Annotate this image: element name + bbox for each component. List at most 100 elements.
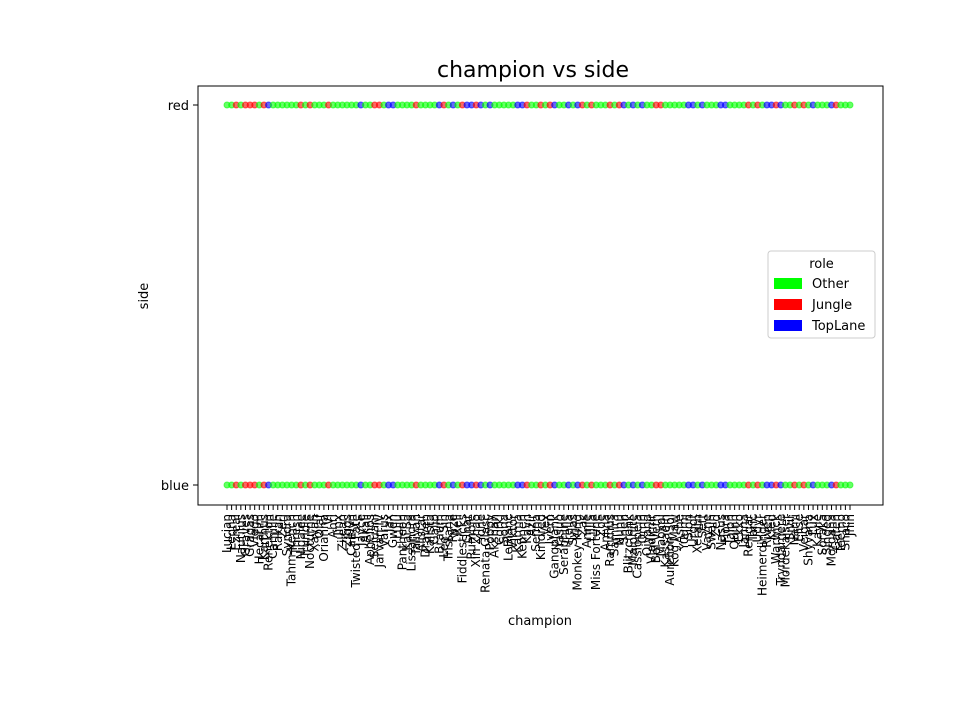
x-tick-label: Vi bbox=[322, 514, 336, 525]
legend-swatch bbox=[774, 278, 802, 289]
x-tick-label: Renekton bbox=[262, 514, 276, 571]
x-tick-label: Senna bbox=[529, 514, 543, 552]
x-tick-label: Maokai bbox=[654, 514, 668, 556]
x-tick-label: Riven bbox=[760, 514, 774, 548]
x-tick-label: Zeri bbox=[275, 514, 289, 538]
x-tick-label: Elise bbox=[792, 514, 806, 542]
x-tick-label: Swain bbox=[705, 514, 719, 550]
x-tick-label: Ekko bbox=[732, 514, 746, 542]
x-tick-label: Warwick bbox=[769, 514, 783, 564]
x-tick-label: Vayne bbox=[700, 514, 714, 551]
x-tick-label: Zed bbox=[709, 514, 723, 537]
x-tick-label: Fiora bbox=[718, 514, 732, 543]
x-tick-label: Tryndamere bbox=[774, 514, 788, 586]
x-tick-label: Ivern bbox=[543, 514, 557, 544]
x-tick-label: Gnar bbox=[460, 514, 474, 543]
x-tick-label: Miss Fortune bbox=[589, 514, 603, 590]
y-tick-label: blue bbox=[161, 479, 189, 494]
y-axis-label: side bbox=[137, 283, 152, 310]
x-tick-label: Graves bbox=[238, 514, 252, 556]
x-tick-label: Akali bbox=[358, 514, 372, 543]
x-tick-label: Zac bbox=[575, 514, 589, 536]
x-tick-label: Poppy bbox=[483, 514, 497, 551]
x-tick-label: Rammus bbox=[603, 514, 617, 567]
x-tick-label: Fiddlesticks bbox=[455, 514, 469, 583]
x-tick-label: Heimerdinger bbox=[755, 514, 769, 596]
plot-area bbox=[223, 101, 854, 489]
x-tick-label: Leona bbox=[225, 514, 239, 550]
x-tick-label: Morgana bbox=[825, 514, 839, 566]
x-tick-label: Taliyah bbox=[409, 514, 423, 556]
x-tick-label: Nunu bbox=[612, 514, 626, 546]
x-tick-label: Kindred bbox=[534, 514, 548, 560]
x-tick-label: Draven bbox=[418, 514, 432, 558]
x-tick-label: Karthus bbox=[257, 514, 271, 560]
legend-title: role bbox=[809, 257, 834, 272]
x-tick-label: Olaf bbox=[312, 513, 326, 538]
x-tick-label: Vex bbox=[538, 514, 552, 536]
x-tick-label: Lulu bbox=[391, 514, 405, 539]
x-tick-label: Viego bbox=[248, 514, 262, 548]
x-tick-label: Yuumi bbox=[677, 514, 691, 551]
x-tick-label: Vladimir bbox=[645, 514, 659, 564]
x-tick-label: Jarvan IV bbox=[372, 513, 386, 568]
legend-swatch bbox=[774, 299, 802, 310]
x-tick-label: Kassadin bbox=[658, 514, 672, 567]
x-tick-label: Azir bbox=[525, 514, 539, 537]
x-tick-label: Annie bbox=[580, 514, 594, 548]
x-tick-label: Sett bbox=[695, 514, 709, 539]
x-tick-label: Talon bbox=[723, 514, 737, 546]
legend-box bbox=[767, 250, 876, 339]
x-tick-label: Pantheon bbox=[395, 514, 409, 570]
x-tick-label: Camille bbox=[266, 514, 280, 559]
x-tick-label: Sivir bbox=[783, 514, 797, 540]
x-tick-label: Janna bbox=[737, 514, 751, 548]
x-tick-label: Lux bbox=[806, 514, 820, 535]
y-tick-label: red bbox=[168, 99, 189, 114]
x-tick-label: Caitlyn bbox=[345, 514, 359, 556]
x-tick-label: Rell bbox=[451, 514, 465, 536]
x-tick-label: Twisted Fate bbox=[349, 514, 363, 589]
x-tick-label: Urgot bbox=[686, 514, 700, 547]
x-tick-label: Kayn bbox=[520, 514, 534, 544]
x-tick-label: Lillia bbox=[585, 514, 599, 541]
y-axis: blue red bbox=[161, 99, 198, 494]
legend-label: Jungle bbox=[811, 298, 852, 313]
x-tick-label: Varus bbox=[377, 514, 391, 547]
x-tick-label: Xerath bbox=[691, 514, 705, 554]
x-tick-label: Ezreal bbox=[229, 514, 243, 551]
x-tick-label: Quinn bbox=[728, 514, 742, 550]
x-tick-label: Kai'Sa bbox=[400, 514, 414, 551]
x-tick-label: Seraphine bbox=[557, 514, 571, 575]
x-tick-label: Ryze bbox=[446, 514, 460, 542]
x-tick-label: Irelia bbox=[561, 514, 575, 544]
x-tick-label: Kayle bbox=[811, 514, 825, 547]
x-tick-label: Sona bbox=[497, 514, 511, 544]
x-tick-label: Syndra bbox=[280, 514, 294, 556]
x-tick-label: Lee Sin bbox=[437, 514, 451, 558]
x-tick-label: Kennen bbox=[515, 514, 529, 559]
x-tick-label: Rengar bbox=[741, 514, 755, 557]
x-tick-label: Udyr bbox=[751, 514, 765, 543]
legend-label: Other bbox=[812, 277, 850, 292]
x-tick-label: Ziggs bbox=[340, 514, 354, 547]
x-tick-label: Thresh bbox=[289, 514, 303, 556]
x-tick-label: Soraka bbox=[815, 514, 829, 555]
x-tick-label: Gangplank bbox=[548, 514, 562, 579]
x-tick-label: Kalista bbox=[423, 514, 437, 554]
x-tick-label: Ornn bbox=[635, 514, 649, 543]
x-tick-label: Nocturne bbox=[303, 514, 317, 569]
x-tick-label: Nasus bbox=[714, 514, 728, 550]
x-tick-label: Shaco bbox=[838, 514, 852, 551]
x-tick-label: Jinx bbox=[331, 514, 345, 537]
x-tick-label: Anivia bbox=[598, 514, 612, 551]
x-tick-label: Corki bbox=[492, 514, 506, 545]
x-tick-label: Cassiopeia bbox=[631, 514, 645, 579]
x-tick-label: Samira bbox=[608, 514, 622, 556]
x-tick-label: Teemo bbox=[834, 514, 848, 554]
x-tick-label: Zilean bbox=[335, 514, 349, 551]
x-tick-label: Nami bbox=[788, 514, 802, 545]
x-tick-label: Tahm Kench bbox=[285, 514, 299, 587]
x-axis-label: champion bbox=[508, 614, 572, 629]
